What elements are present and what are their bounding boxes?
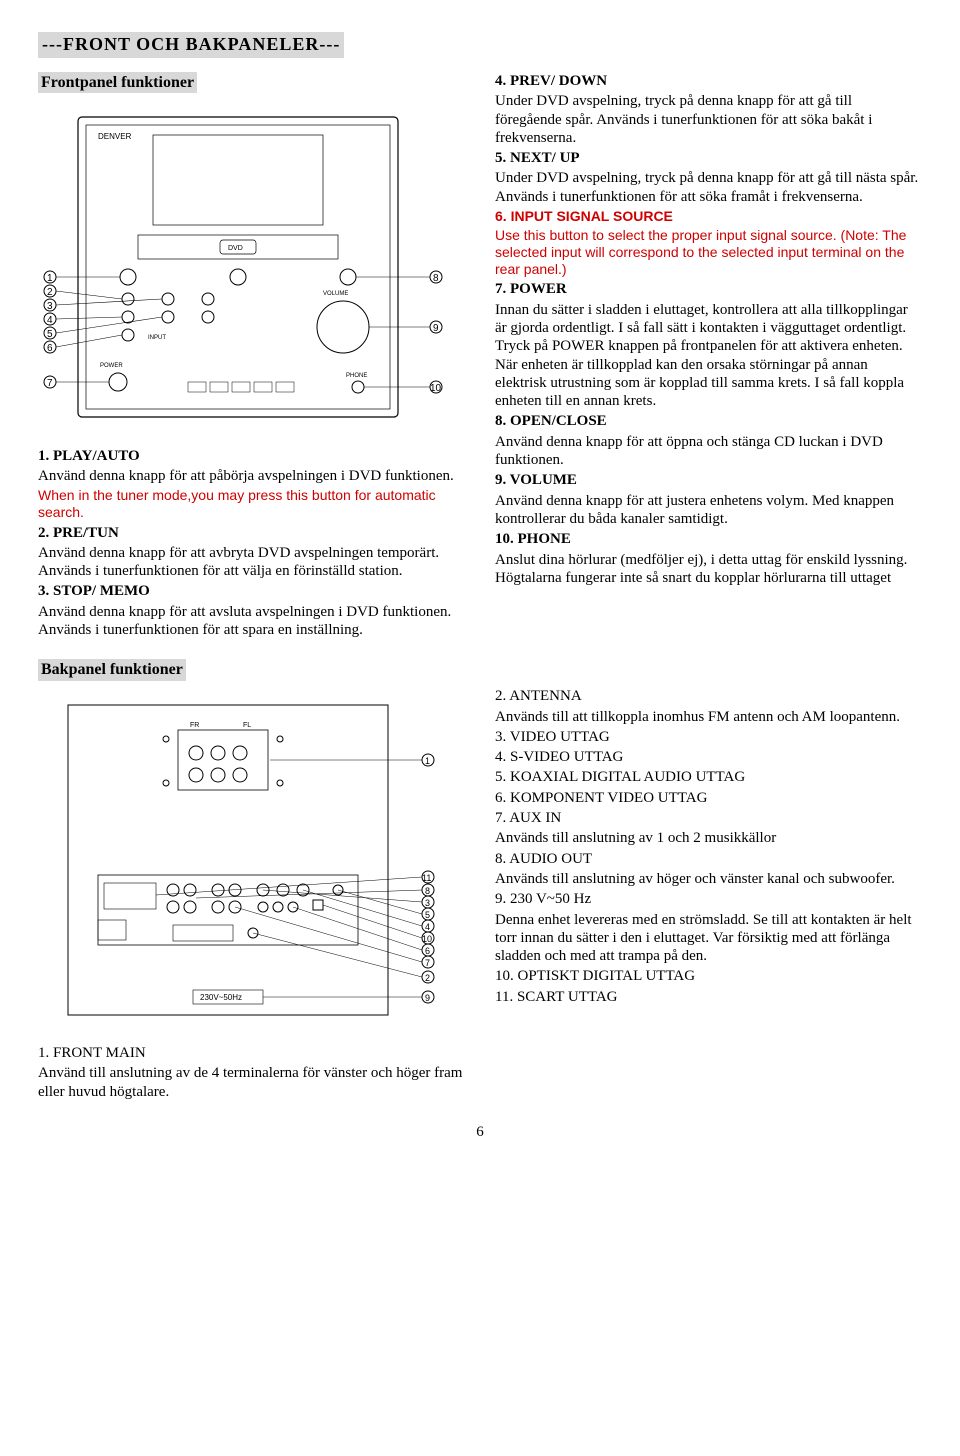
svg-text:7: 7: [425, 958, 430, 968]
svg-text:FL: FL: [243, 722, 251, 729]
svg-text:1: 1: [425, 756, 430, 766]
svg-text:5: 5: [425, 910, 430, 920]
svg-text:3: 3: [47, 301, 53, 312]
front-item-1-red: When in the tuner mode,you may press thi…: [38, 487, 465, 521]
back-item-4: 4. S-VIDEO UTTAG: [495, 748, 922, 766]
svg-text:2: 2: [425, 973, 430, 983]
front-panel-diagram: DENVER DVD INPUT VOLUME: [38, 107, 465, 432]
svg-text:9: 9: [433, 323, 439, 334]
brand-text: DENVER: [98, 132, 132, 141]
front-right-column: 4. PREV/ DOWN Under DVD avspelning, tryc…: [495, 72, 922, 641]
back-item-11: 11. SCART UTTAG: [495, 988, 922, 1006]
back-item-7: 7. AUX IN Används till anslutning av 1 o…: [495, 809, 922, 848]
front-left-column: Frontpanel funktioner DENVER DVD: [38, 72, 465, 641]
page-number: 6: [38, 1123, 922, 1141]
back-item-6: 6. KOMPONENT VIDEO UTTAG: [495, 789, 922, 807]
front-item-6: 6. INPUT SIGNAL SOURCE Use this button t…: [495, 208, 922, 278]
svg-text:6: 6: [425, 946, 430, 956]
back-columns: Bakpanel funktioner FR FL: [38, 659, 922, 1103]
svg-text:FR: FR: [190, 722, 199, 729]
front-item-5: 5. NEXT/ UP Under DVD avspelning, tryck …: [495, 149, 922, 206]
input-label: INPUT: [148, 335, 166, 341]
back-item-9: 9. 230 V~50 Hz Denna enhet levereras med…: [495, 890, 922, 965]
front-item-8: 8. OPEN/CLOSE Använd denna knapp för att…: [495, 412, 922, 469]
svg-text:2: 2: [47, 287, 53, 298]
front-item-9: 9. VOLUME Använd denna knapp för att jus…: [495, 471, 922, 528]
svg-text:5: 5: [47, 329, 53, 340]
svg-text:7: 7: [47, 378, 53, 389]
front-item-1: 1. PLAY/AUTO Använd denna knapp för att …: [38, 447, 465, 486]
back-item-3: 3. VIDEO UTTAG: [495, 728, 922, 746]
back-panel-diagram: FR FL: [38, 695, 465, 1030]
back-item-2: 2. ANTENNA Används till att tillkoppla i…: [495, 687, 922, 726]
front-section-title: Frontpanel funktioner: [38, 72, 197, 94]
front-item-4: 4. PREV/ DOWN Under DVD avspelning, tryc…: [495, 72, 922, 147]
svg-text:11: 11: [422, 873, 431, 883]
svg-text:8: 8: [433, 273, 439, 284]
svg-text:8: 8: [425, 886, 430, 896]
back-right-column: 2. ANTENNA Används till att tillkoppla i…: [495, 659, 922, 1103]
svg-text:4: 4: [47, 315, 53, 326]
svg-text:6: 6: [47, 343, 53, 354]
back-item-5: 5. KOAXIAL DIGITAL AUDIO UTTAG: [495, 768, 922, 786]
front-item-7: 7. POWER Innan du sätter i sladden i elu…: [495, 280, 922, 410]
svg-text:10: 10: [430, 383, 442, 394]
svg-text:10: 10: [422, 934, 432, 944]
front-item-2: 2. PRE/TUN Använd denna knapp för att av…: [38, 524, 465, 581]
svg-text:4: 4: [425, 922, 430, 932]
back-item-8: 8. AUDIO OUT Används till anslutning av …: [495, 850, 922, 889]
dvd-label: DVD: [228, 245, 243, 252]
back-item-1: 1. FRONT MAIN Använd till anslutning av …: [38, 1044, 465, 1101]
svg-text:3: 3: [425, 898, 430, 908]
front-columns: Frontpanel funktioner DENVER DVD: [38, 72, 922, 641]
front-item-10: 10. PHONE Anslut dina hörlurar (medfölje…: [495, 530, 922, 587]
ac-label: 230V~50Hz: [200, 993, 242, 1002]
page-title: ---FRONT OCH BAKPANELER---: [38, 32, 344, 58]
volume-label: VOLUME: [323, 291, 348, 297]
back-item-10: 10. OPTISKT DIGITAL UTTAG: [495, 967, 922, 985]
power-label: POWER: [100, 363, 123, 369]
svg-text:1: 1: [47, 273, 53, 284]
back-left-column: Bakpanel funktioner FR FL: [38, 659, 465, 1103]
phone-label: PHONE: [346, 373, 367, 379]
svg-text:9: 9: [425, 993, 430, 1003]
back-section-title: Bakpanel funktioner: [38, 659, 186, 681]
front-item-3: 3. STOP/ MEMO Använd denna knapp för att…: [38, 582, 465, 639]
